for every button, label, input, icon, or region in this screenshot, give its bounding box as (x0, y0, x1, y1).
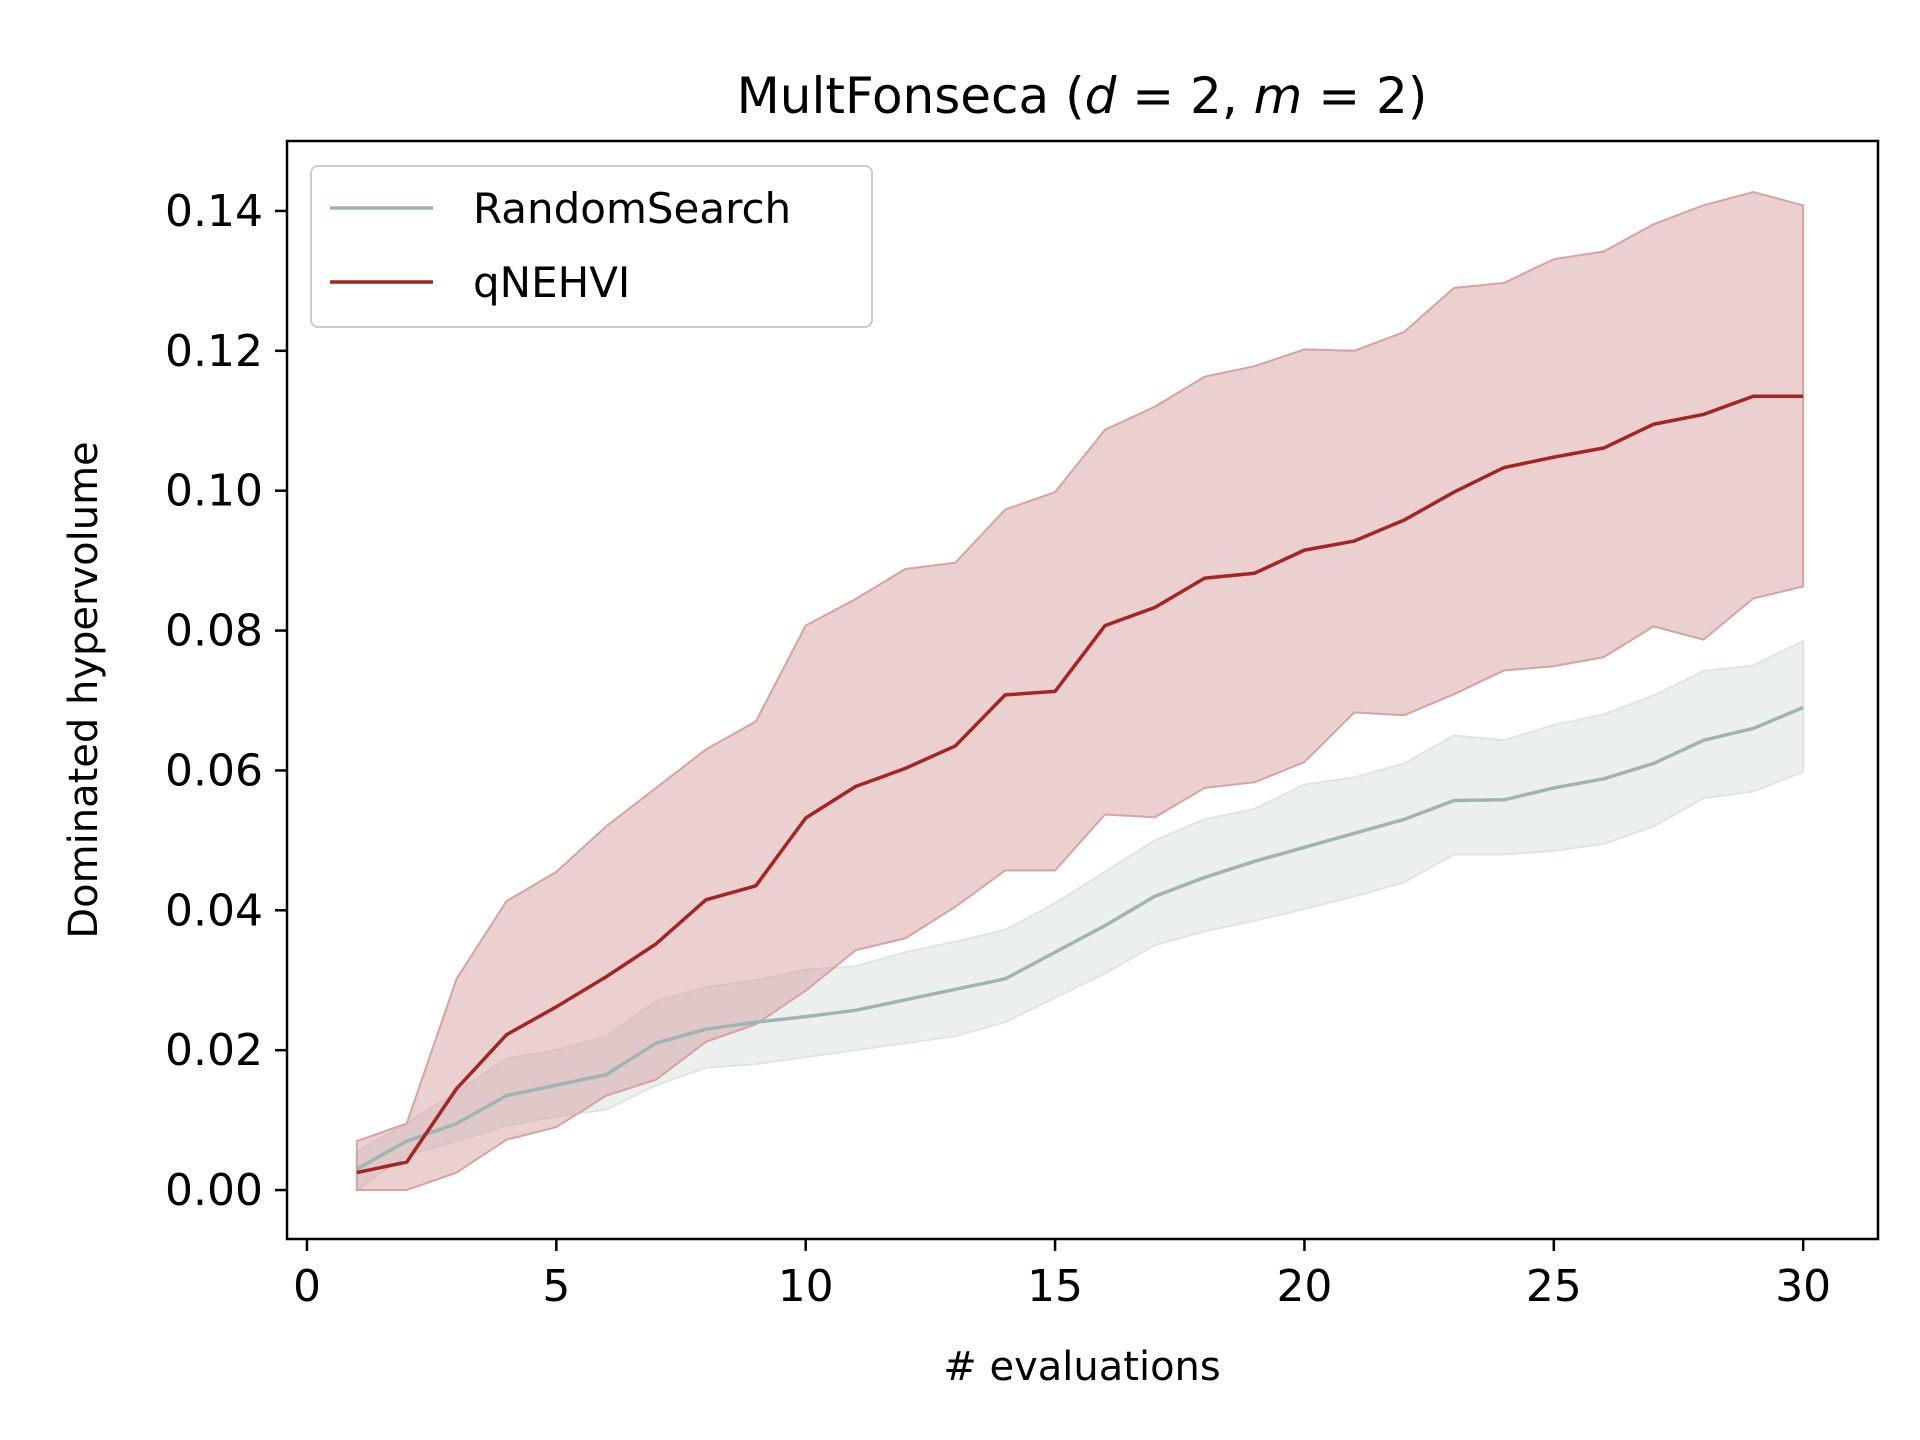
y-tick-label: 0.02 (165, 1025, 263, 1076)
chart-title-eq-m: = 2) (1302, 67, 1427, 125)
legend: RandomSearch qNEHVI (310, 165, 873, 328)
y-axis: 0.00 0.02 0.04 0.06 0.08 0.10 0.12 0.14 (165, 186, 287, 1216)
y-tick-label: 0.00 (165, 1165, 263, 1216)
x-tick-label: 15 (1027, 1261, 1083, 1312)
chart-title: MultFonseca (d = 2, m = 2) (737, 67, 1428, 125)
x-tick-label: 5 (542, 1261, 570, 1312)
legend-label-randomsearch: RandomSearch (473, 184, 791, 233)
chart-title-var-d: d (1085, 67, 1117, 125)
x-tick-label: 10 (778, 1261, 834, 1312)
legend-label-qnehvi: qNEHVI (473, 258, 630, 307)
y-tick-label: 0.12 (165, 326, 263, 377)
x-axis-label: # evaluations (943, 1344, 1220, 1390)
legend-box (310, 165, 873, 328)
line-qnehvi (356, 394, 1804, 1175)
x-tick-label: 30 (1775, 1261, 1831, 1312)
confidence-bands (355, 191, 1805, 1192)
x-tick-label: 0 (293, 1261, 321, 1312)
y-tick-label: 0.04 (165, 885, 263, 936)
y-tick-label: 0.14 (165, 186, 263, 237)
chart-title-prefix: MultFonseca ( (737, 67, 1085, 125)
y-tick-label: 0.06 (165, 745, 263, 796)
plot-frame (285, 139, 1880, 1241)
x-axis: 0 5 10 15 20 25 30 (293, 1239, 1831, 1312)
chart-title-var-m: m (1254, 67, 1303, 125)
y-tick-label: 0.10 (165, 466, 263, 517)
band-randomsearch (355, 639, 1805, 1192)
x-tick-label: 25 (1526, 1261, 1582, 1312)
y-tick-label: 0.08 (165, 606, 263, 657)
x-tick-label: 20 (1276, 1261, 1332, 1312)
chart-title-eq-d: = 2, (1116, 67, 1253, 125)
line-randomsearch (355, 705, 1804, 1171)
band-qnehvi (355, 191, 1805, 1192)
y-axis-label: Dominated hypervolume (61, 441, 107, 938)
series-lines (355, 394, 1804, 1175)
